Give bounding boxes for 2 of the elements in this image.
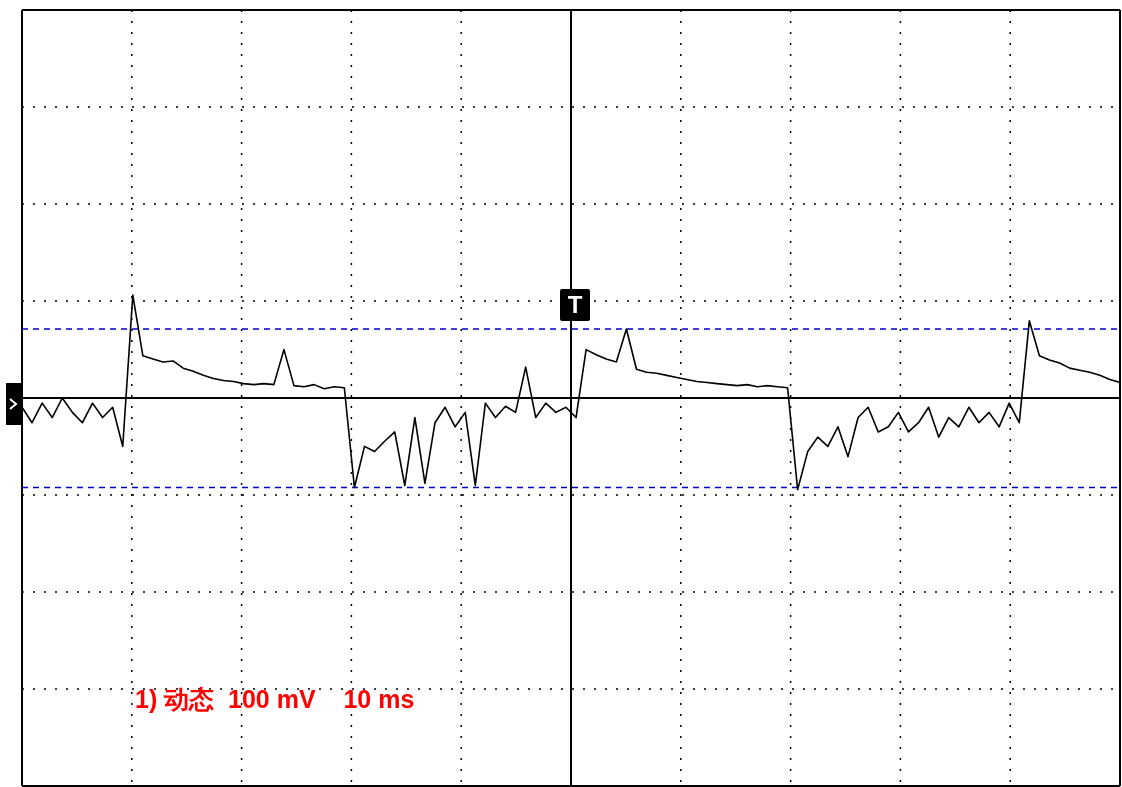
text: 1) 动态 100 mV 10 ms <box>135 684 415 715</box>
annotation: T <box>560 289 590 321</box>
